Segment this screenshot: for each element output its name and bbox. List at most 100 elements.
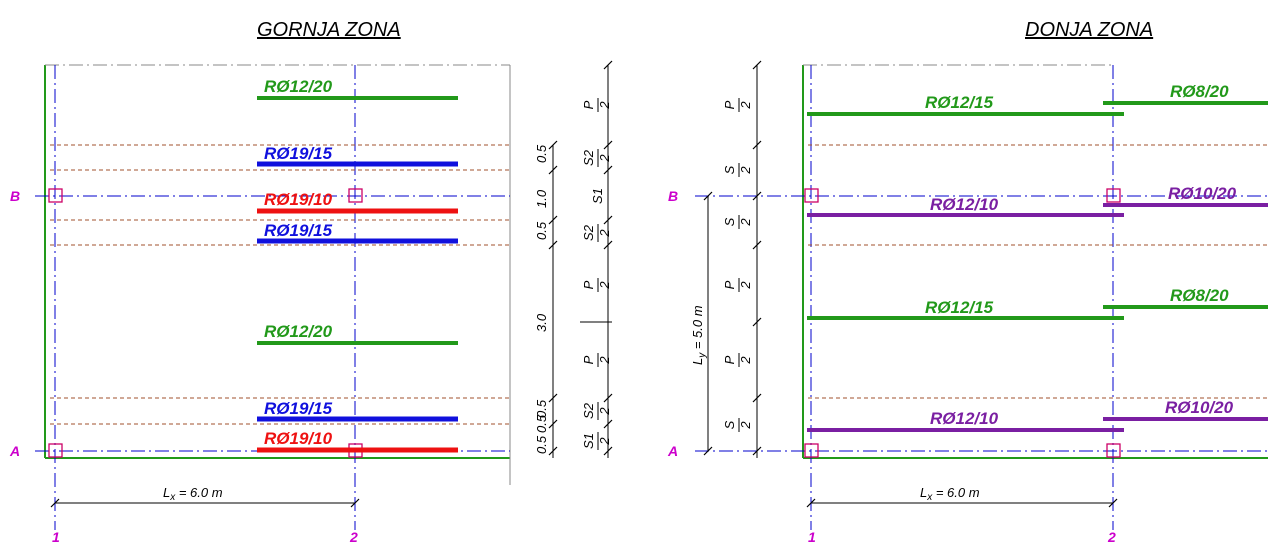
strip-fraction: P 2 bbox=[581, 278, 612, 292]
dim-tick bbox=[548, 140, 558, 150]
column-marker bbox=[48, 443, 63, 458]
dim-value: 0.5 bbox=[534, 221, 549, 240]
svg-text:P: P bbox=[722, 355, 737, 364]
dim-tick bbox=[603, 446, 613, 456]
svg-text:S: S bbox=[722, 420, 737, 429]
dim-value: 0.5 bbox=[534, 399, 549, 418]
svg-text:S1: S1 bbox=[590, 188, 605, 204]
rebar-label: RØ19/15 bbox=[264, 399, 333, 418]
dim-tick bbox=[603, 165, 613, 175]
strip-fraction: P 2 bbox=[581, 353, 612, 367]
dim-tick bbox=[752, 446, 762, 456]
rebar-label: RØ19/15 bbox=[264, 221, 333, 240]
dim-tick bbox=[548, 215, 558, 225]
dim-tick bbox=[752, 317, 762, 327]
svg-text:S2: S2 bbox=[581, 224, 596, 241]
svg-text:P: P bbox=[722, 280, 737, 289]
column-marker bbox=[804, 443, 819, 458]
rebar-label: RØ12/15 bbox=[925, 298, 994, 317]
dim-tick bbox=[50, 498, 60, 508]
svg-text:2: 2 bbox=[597, 154, 612, 163]
column-marker bbox=[1106, 443, 1121, 458]
rebar-label: RØ8/20 bbox=[1170, 82, 1229, 101]
lx-dimension-label: Lx = 6.0 m bbox=[163, 485, 223, 503]
axis-label-2: 2 bbox=[349, 529, 358, 543]
ly-dimension-label: Ly = 5.0 m bbox=[690, 305, 708, 365]
svg-text:2: 2 bbox=[597, 437, 612, 446]
dim-tick bbox=[548, 393, 558, 403]
rebar-label: RØ12/10 bbox=[930, 409, 999, 428]
svg-text:2: 2 bbox=[597, 281, 612, 290]
dim-tick bbox=[806, 498, 816, 508]
dim-tick bbox=[548, 165, 558, 175]
dim-tick bbox=[548, 240, 558, 250]
upper-zone-plan: GORNJA ZONA RØ12/20 RØ19/15 RØ19/10 RØ19… bbox=[9, 19, 613, 543]
svg-text:P: P bbox=[581, 100, 596, 109]
strip-fraction: P 2 bbox=[722, 278, 753, 292]
strip-fraction: P 2 bbox=[581, 98, 612, 112]
svg-text:P: P bbox=[581, 355, 596, 364]
axis-label-b: B bbox=[668, 188, 678, 204]
strip-fraction: P 2 bbox=[722, 98, 753, 112]
dim-tick bbox=[603, 215, 613, 225]
svg-text:2: 2 bbox=[738, 356, 753, 365]
svg-text:2: 2 bbox=[738, 166, 753, 175]
strip-fraction: S2 2 bbox=[581, 224, 612, 242]
rebar-label: RØ12/10 bbox=[930, 195, 999, 214]
svg-text:2: 2 bbox=[738, 281, 753, 290]
dim-tick bbox=[603, 60, 613, 70]
dim-tick bbox=[752, 240, 762, 250]
svg-text:P: P bbox=[722, 100, 737, 109]
column-marker bbox=[1106, 188, 1121, 203]
dim-tick bbox=[752, 60, 762, 70]
column-marker bbox=[804, 188, 819, 203]
dim-tick bbox=[350, 498, 360, 508]
rebar-label: RØ12/15 bbox=[925, 93, 994, 112]
rebar-label: RØ12/20 bbox=[264, 77, 333, 96]
svg-text:2: 2 bbox=[597, 356, 612, 365]
dim-tick bbox=[548, 446, 558, 456]
strip-fraction: S 2 bbox=[722, 163, 753, 177]
rebar-label: RØ8/20 bbox=[1170, 286, 1229, 305]
dim-value: 0.5 bbox=[534, 435, 549, 454]
strip-fraction: S2 2 bbox=[581, 402, 612, 420]
svg-text:P: P bbox=[581, 280, 596, 289]
strip-fraction: S 2 bbox=[722, 215, 753, 229]
dim-tick bbox=[1108, 498, 1118, 508]
strip-fraction: P 2 bbox=[722, 353, 753, 367]
strip-fraction: S2 2 bbox=[581, 149, 612, 167]
dim-tick bbox=[703, 191, 713, 201]
lx-dimension-label: Lx = 6.0 m bbox=[920, 485, 980, 503]
strip-fraction: S1 bbox=[590, 188, 605, 204]
dim-tick bbox=[603, 393, 613, 403]
dim-value: 0.5 bbox=[534, 144, 549, 163]
dim-tick bbox=[548, 419, 558, 429]
svg-text:2: 2 bbox=[738, 421, 753, 430]
lower-zone-title: DONJA ZONA bbox=[1025, 19, 1153, 41]
dim-value: 1.0 bbox=[534, 189, 549, 208]
strip-fraction: S 2 bbox=[722, 418, 753, 432]
dim-tick bbox=[752, 191, 762, 201]
rebar-label: RØ19/10 bbox=[264, 190, 333, 209]
rebar-label: RØ19/10 bbox=[264, 429, 333, 448]
column-marker bbox=[348, 188, 363, 203]
dim-value: 3.0 bbox=[534, 313, 549, 332]
dim-tick bbox=[703, 446, 713, 456]
lower-zone-plan: DONJA ZONA RØ12/15 RØ8/20 RØ12/10 RØ10/2… bbox=[667, 19, 1268, 543]
column-marker bbox=[48, 188, 63, 203]
svg-text:2: 2 bbox=[738, 101, 753, 110]
rebar-label: RØ10/20 bbox=[1168, 184, 1237, 203]
strip-fraction: S1 2 bbox=[581, 432, 612, 450]
axis-label-2: 2 bbox=[1107, 529, 1116, 543]
svg-text:S2: S2 bbox=[581, 402, 596, 419]
svg-text:2: 2 bbox=[597, 101, 612, 110]
dim-tick bbox=[752, 393, 762, 403]
axis-label-b: B bbox=[10, 188, 20, 204]
axis-label-a: A bbox=[9, 443, 20, 459]
svg-text:S: S bbox=[722, 217, 737, 226]
rebar-label: RØ19/15 bbox=[264, 144, 333, 163]
svg-text:S: S bbox=[722, 165, 737, 174]
dim-tick bbox=[603, 140, 613, 150]
axis-label-1: 1 bbox=[52, 529, 60, 543]
